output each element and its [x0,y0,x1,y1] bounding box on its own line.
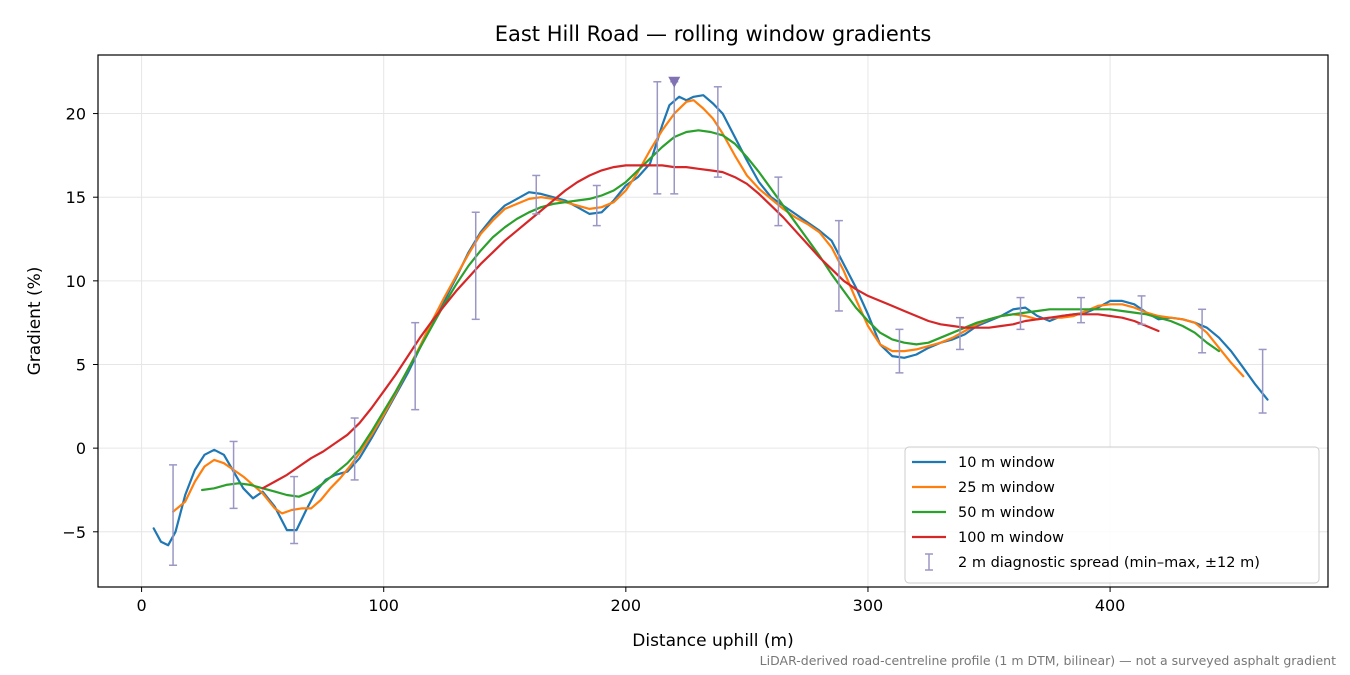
x-tick-label: 100 [368,596,399,615]
x-axis-ticks: 0 100 200 300 400 [136,587,1125,615]
y-tick-label: 15 [66,188,86,207]
legend-label-3: 50 m window [958,505,1055,521]
legend-label-4: 100 m window [958,530,1064,546]
x-tick-label: 300 [853,596,884,615]
peak-markers [668,76,681,88]
legend-label-errorbars: 2 m diagnostic spread (min–max, ±12 m) [958,555,1260,571]
plot-frame [97,54,1329,588]
x-tick-label: 200 [611,596,642,615]
y-tick-label: 0 [76,439,86,458]
legend-label-1: 10 m window [958,455,1055,471]
legend-label-2: 25 m window [958,480,1055,496]
legend-frame [904,446,1320,584]
legend: 10 m window 25 m window 50 m window 100 m w… [904,446,1320,584]
peak-marker-triangle [668,76,681,88]
y-tick-label: 5 [76,355,86,374]
footnote: LiDAR-derived road-centreline profile (1… [760,653,1336,668]
x-tick-label: 0 [136,596,146,615]
series-lines [152,94,1269,547]
y-tick-label: −5 [62,523,86,542]
x-axis-label: Distance uphill (m) [632,631,793,651]
series-line-4 [261,164,1160,490]
error-bars [169,81,1267,567]
series-line-3 [201,129,1221,498]
y-tick-label: 20 [66,105,86,124]
x-tick-label: 400 [1095,596,1126,615]
y-axis-label: Gradient (%) [25,267,45,376]
y-tick-label: 10 [66,272,86,291]
y-axis-ticks: −5 0 5 10 15 20 [62,105,98,542]
chart-title: East Hill Road — rolling window gradient… [495,22,932,46]
